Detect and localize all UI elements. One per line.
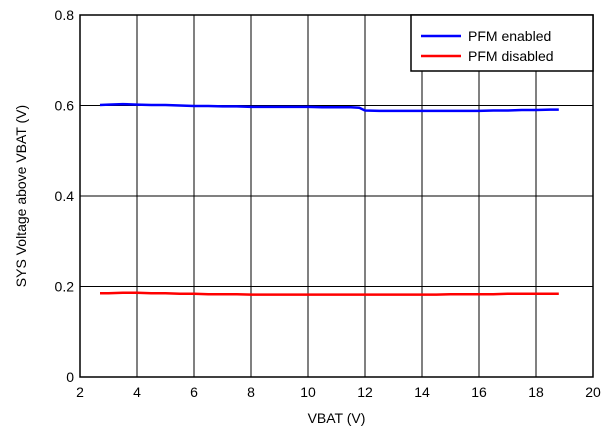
x-tick-label: 10 [300,384,316,400]
x-tick-label: 14 [414,384,430,400]
y-tick-label: 0.6 [55,98,75,114]
y-tick-label: 0 [66,369,74,385]
x-tick-label: 4 [133,384,141,400]
y-axis-label: SYS Voltage above VBAT (V) [13,105,29,287]
x-tick-label: 8 [247,384,255,400]
y-tick-label: 0.2 [55,279,75,295]
series-line-0 [99,102,559,113]
tick-labels: 2 4 6 8 10 12 14 16 18 20 0 0.2 0.4 0.6 0.8 [55,7,601,400]
series-line-1 [100,291,559,296]
legend-box [410,14,594,72]
plot-frame [79,14,594,378]
legend-label-0: PFM enabled [468,28,551,44]
y-tick-label: 0.8 [55,7,75,23]
x-tick-label: 20 [585,384,601,400]
gridlines [80,15,593,377]
x-tick-label: 2 [76,384,84,400]
legend: PFM enabled PFM disabled [410,14,594,72]
x-axis-label: VBAT (V) [308,410,366,426]
x-tick-label: 6 [190,384,198,400]
x-tick-label: 16 [471,384,487,400]
x-tick-label: 18 [528,384,544,400]
y-tick-label: 0.4 [55,188,75,204]
x-tick-label: 12 [357,384,373,400]
legend-label-1: PFM disabled [468,48,554,64]
series-layer [99,102,559,296]
